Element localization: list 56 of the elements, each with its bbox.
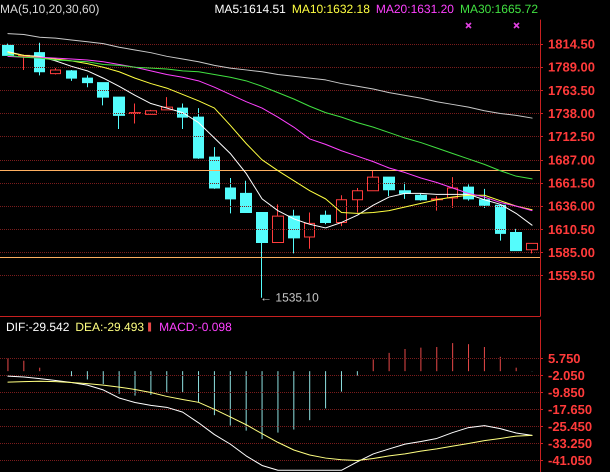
candlestick — [82, 74, 93, 88]
candlestick — [97, 82, 109, 106]
text: MA5:1614.51 — [214, 2, 286, 16]
candlestick — [193, 108, 204, 160]
candlestick — [288, 209, 300, 254]
candlestick — [367, 170, 379, 192]
y-tick-label: -41.050 — [548, 453, 592, 468]
candlestick — [209, 146, 220, 190]
y-tick-label: 5.750 — [548, 351, 581, 366]
legend-label: MACD:-0.098 — [159, 320, 232, 334]
candlestick — [240, 180, 252, 213]
text: DIF:-29.542 — [6, 320, 70, 334]
y-tick-label: 1789.00 — [548, 60, 595, 75]
y-tick-label: 1559.50 — [548, 268, 595, 284]
text: MA20:1631.20 — [376, 2, 454, 16]
candlestick — [320, 210, 331, 225]
candlestick — [495, 204, 506, 242]
candlestick — [510, 228, 522, 252]
candlestick — [352, 187, 363, 213]
text: MA30:1665.72 — [460, 2, 538, 16]
y-tick-label: 1738.00 — [548, 106, 595, 122]
y-tick-label: 1814.50 — [548, 36, 595, 52]
line-series — [7, 380, 533, 461]
annotation: ← 1535.10 — [260, 290, 320, 305]
candlestick — [113, 96, 125, 130]
candlestick — [415, 192, 427, 202]
candlestick — [479, 188, 490, 208]
y-tick-label: 1636.00 — [548, 198, 595, 214]
y-tick-label: 1661.50 — [548, 175, 595, 190]
text: MA10:1632.18 — [292, 2, 370, 16]
line-series — [7, 33, 533, 119]
chart-title: MA(5,10,20,30,60) — [0, 2, 100, 16]
y-tick-label: 1687.00 — [548, 152, 595, 168]
y-tick-label: -9.850 — [548, 385, 585, 400]
y-tick-label: 1610.50 — [548, 222, 595, 237]
y-tick-label: -25.450 — [548, 419, 592, 434]
y-tick-label: -33.250 — [548, 436, 592, 452]
candlestick — [225, 177, 236, 214]
line-series — [7, 54, 533, 180]
line-series — [7, 376, 533, 471]
candlestick — [256, 212, 268, 298]
candlestick — [336, 194, 347, 227]
candlestick — [66, 69, 77, 82]
candlestick — [50, 68, 61, 75]
y-tick-label: 1712.50 — [548, 129, 595, 144]
y-tick-label: 1763.50 — [548, 82, 595, 98]
y-tick-label: 1585.00 — [548, 244, 595, 260]
y-tick-label: -17.650 — [548, 402, 592, 418]
candlestick — [304, 212, 315, 250]
candlestick — [526, 242, 538, 254]
candlestick — [383, 176, 395, 197]
text: DEA:-29.493 — [75, 320, 144, 334]
candlestick — [399, 182, 411, 200]
candlestick — [129, 103, 141, 124]
candlestick — [272, 204, 284, 243]
y-tick-label: -2.050 — [548, 368, 585, 384]
